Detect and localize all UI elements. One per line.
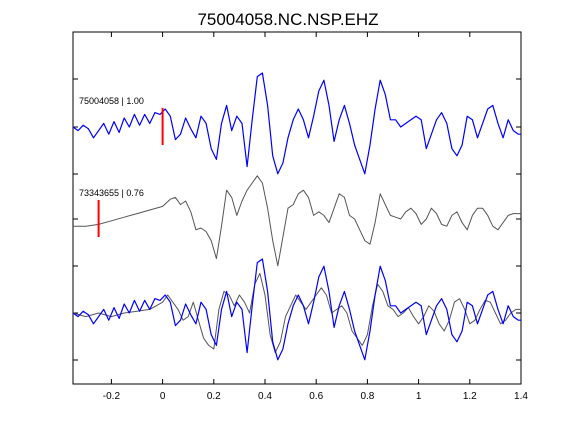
x-axis: -0.2 0 0.2 0.4 0.6 0.8 1 1.2 1.4 — [103, 32, 528, 402]
y-tick-marks — [73, 78, 521, 361]
traces: 75004058 | 1.00 73343655 | 0.76 — [72, 72, 521, 361]
x-tick-label: 1.4 — [514, 391, 528, 402]
x-tick-label: 0.6 — [309, 391, 323, 402]
x-tick-label: 0.8 — [360, 391, 374, 402]
plot-frame — [72, 31, 522, 385]
x-tick-label: 0 — [160, 391, 166, 402]
master-waveform — [72, 72, 521, 175]
x-tick-label: 0.4 — [258, 391, 272, 402]
trace-label: 73343655 | 0.76 — [79, 188, 144, 198]
chart-title: 75004058.NC.NSP.EHZ — [197, 10, 378, 29]
trace-label: 75004058 | 1.00 — [79, 96, 144, 106]
x-tick-label: -0.2 — [103, 391, 121, 402]
x-tick-label: 0.2 — [207, 391, 221, 402]
x-tick-label: 1 — [416, 391, 422, 402]
x-tick-label: 1.2 — [463, 391, 477, 402]
comparison-waveform — [73, 175, 521, 267]
master-waveform — [72, 258, 521, 361]
comparison-waveform — [72, 272, 521, 354]
